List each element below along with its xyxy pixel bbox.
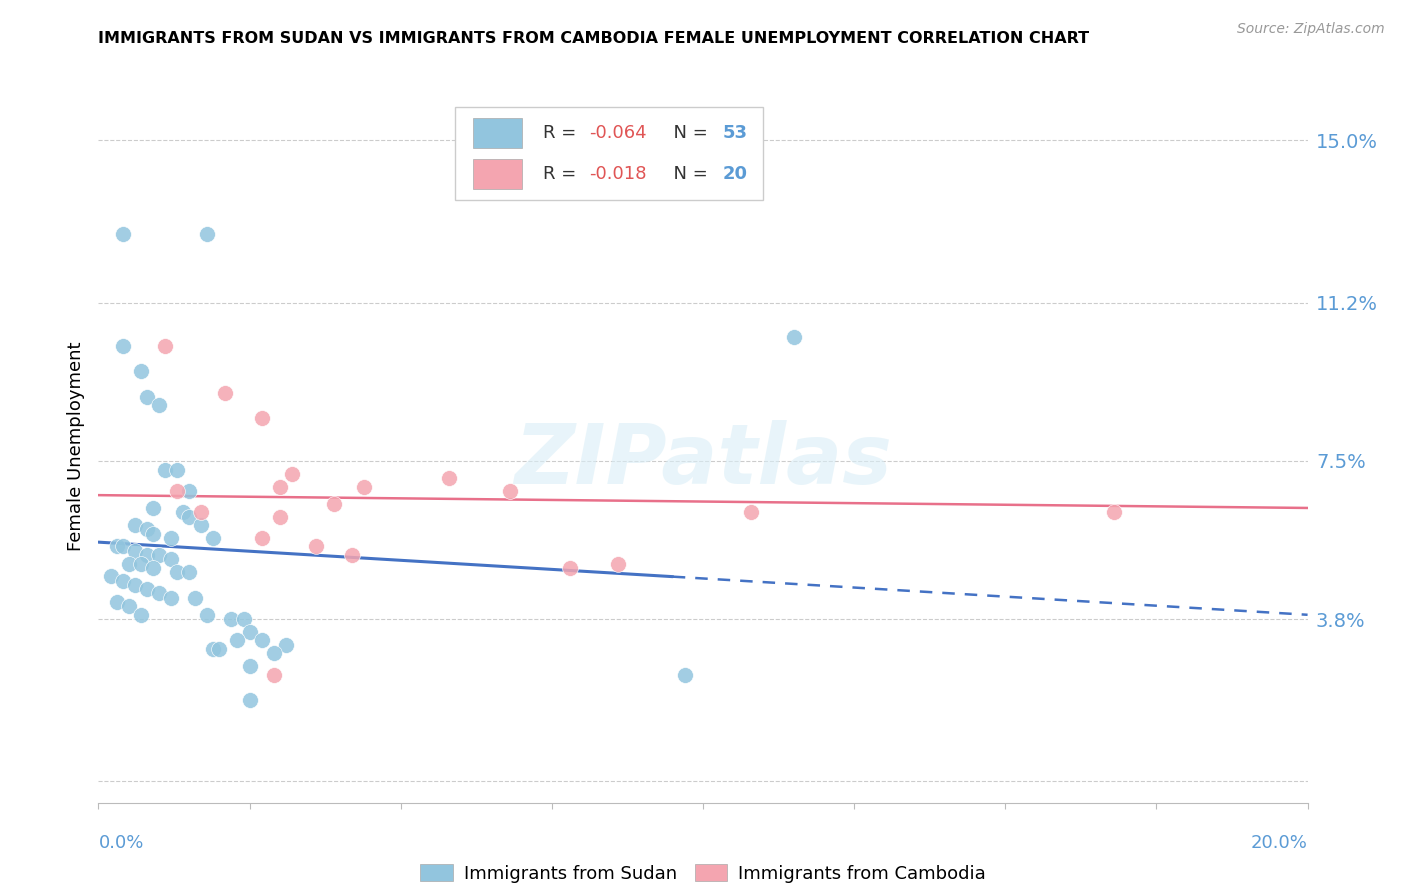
Point	[607, 557, 630, 571]
Text: -0.018: -0.018	[589, 165, 647, 183]
Point	[250, 633, 273, 648]
Point	[129, 364, 152, 378]
Point	[250, 531, 273, 545]
Point	[184, 591, 207, 605]
Point	[281, 467, 304, 481]
Point	[100, 569, 122, 583]
Point	[135, 548, 157, 562]
Point	[124, 518, 146, 533]
Point	[177, 483, 201, 498]
Point	[148, 398, 170, 412]
Point	[269, 509, 291, 524]
Text: N =: N =	[662, 124, 713, 142]
Text: 53: 53	[723, 124, 748, 142]
Text: R =: R =	[543, 124, 582, 142]
Text: IMMIGRANTS FROM SUDAN VS IMMIGRANTS FROM CAMBODIA FEMALE UNEMPLOYMENT CORRELATIO: IMMIGRANTS FROM SUDAN VS IMMIGRANTS FROM…	[98, 31, 1090, 46]
Point	[153, 338, 176, 352]
Point	[190, 505, 212, 519]
Point	[135, 390, 157, 404]
Point	[323, 497, 346, 511]
Point	[226, 633, 249, 648]
Point	[190, 518, 212, 533]
Text: ZIPatlas: ZIPatlas	[515, 420, 891, 500]
Point	[135, 522, 157, 536]
Point	[250, 411, 273, 425]
FancyBboxPatch shape	[474, 159, 522, 189]
Point	[214, 385, 236, 400]
Point	[148, 586, 170, 600]
Point	[274, 638, 297, 652]
Point	[263, 667, 285, 681]
Text: 20.0%: 20.0%	[1251, 834, 1308, 852]
Point	[239, 624, 262, 639]
Point	[782, 330, 804, 344]
Point	[124, 543, 146, 558]
FancyBboxPatch shape	[456, 107, 763, 200]
Point	[202, 642, 225, 657]
Text: 0.0%: 0.0%	[98, 834, 143, 852]
Point	[208, 642, 231, 657]
Point	[111, 540, 134, 554]
Point	[124, 578, 146, 592]
Point	[437, 471, 460, 485]
Point	[239, 693, 262, 707]
Point	[740, 505, 762, 519]
Point	[142, 561, 165, 575]
Text: -0.064: -0.064	[589, 124, 647, 142]
Point	[118, 599, 141, 614]
Point	[160, 591, 183, 605]
Point	[202, 531, 225, 545]
Point	[129, 557, 152, 571]
Point	[239, 659, 262, 673]
Y-axis label: Female Unemployment: Female Unemployment	[66, 342, 84, 550]
Point	[142, 500, 165, 515]
Point	[342, 548, 364, 562]
Point	[166, 565, 188, 579]
Point	[111, 574, 134, 588]
Text: N =: N =	[662, 165, 713, 183]
Point	[111, 338, 134, 352]
Point	[558, 561, 581, 575]
Point	[177, 509, 201, 524]
Point	[105, 595, 128, 609]
Point	[195, 607, 218, 622]
Point	[153, 462, 176, 476]
Point	[129, 607, 152, 622]
Point	[166, 462, 188, 476]
Point	[148, 548, 170, 562]
Legend: Immigrants from Sudan, Immigrants from Cambodia: Immigrants from Sudan, Immigrants from C…	[413, 857, 993, 890]
Point	[172, 505, 194, 519]
Point	[269, 480, 291, 494]
Point	[353, 480, 375, 494]
Point	[221, 612, 243, 626]
Point	[105, 540, 128, 554]
Point	[263, 646, 285, 660]
Point	[160, 552, 183, 566]
Point	[135, 582, 157, 596]
Text: Source: ZipAtlas.com: Source: ZipAtlas.com	[1237, 22, 1385, 37]
Point	[1102, 505, 1125, 519]
Point	[118, 557, 141, 571]
Point	[673, 667, 696, 681]
Text: 20: 20	[723, 165, 748, 183]
Point	[160, 531, 183, 545]
Point	[195, 227, 218, 242]
Point	[498, 483, 520, 498]
Text: R =: R =	[543, 165, 582, 183]
Point	[142, 526, 165, 541]
Point	[232, 612, 254, 626]
Point	[305, 540, 328, 554]
Point	[177, 565, 201, 579]
Point	[166, 483, 188, 498]
Point	[111, 227, 134, 242]
FancyBboxPatch shape	[474, 118, 522, 148]
